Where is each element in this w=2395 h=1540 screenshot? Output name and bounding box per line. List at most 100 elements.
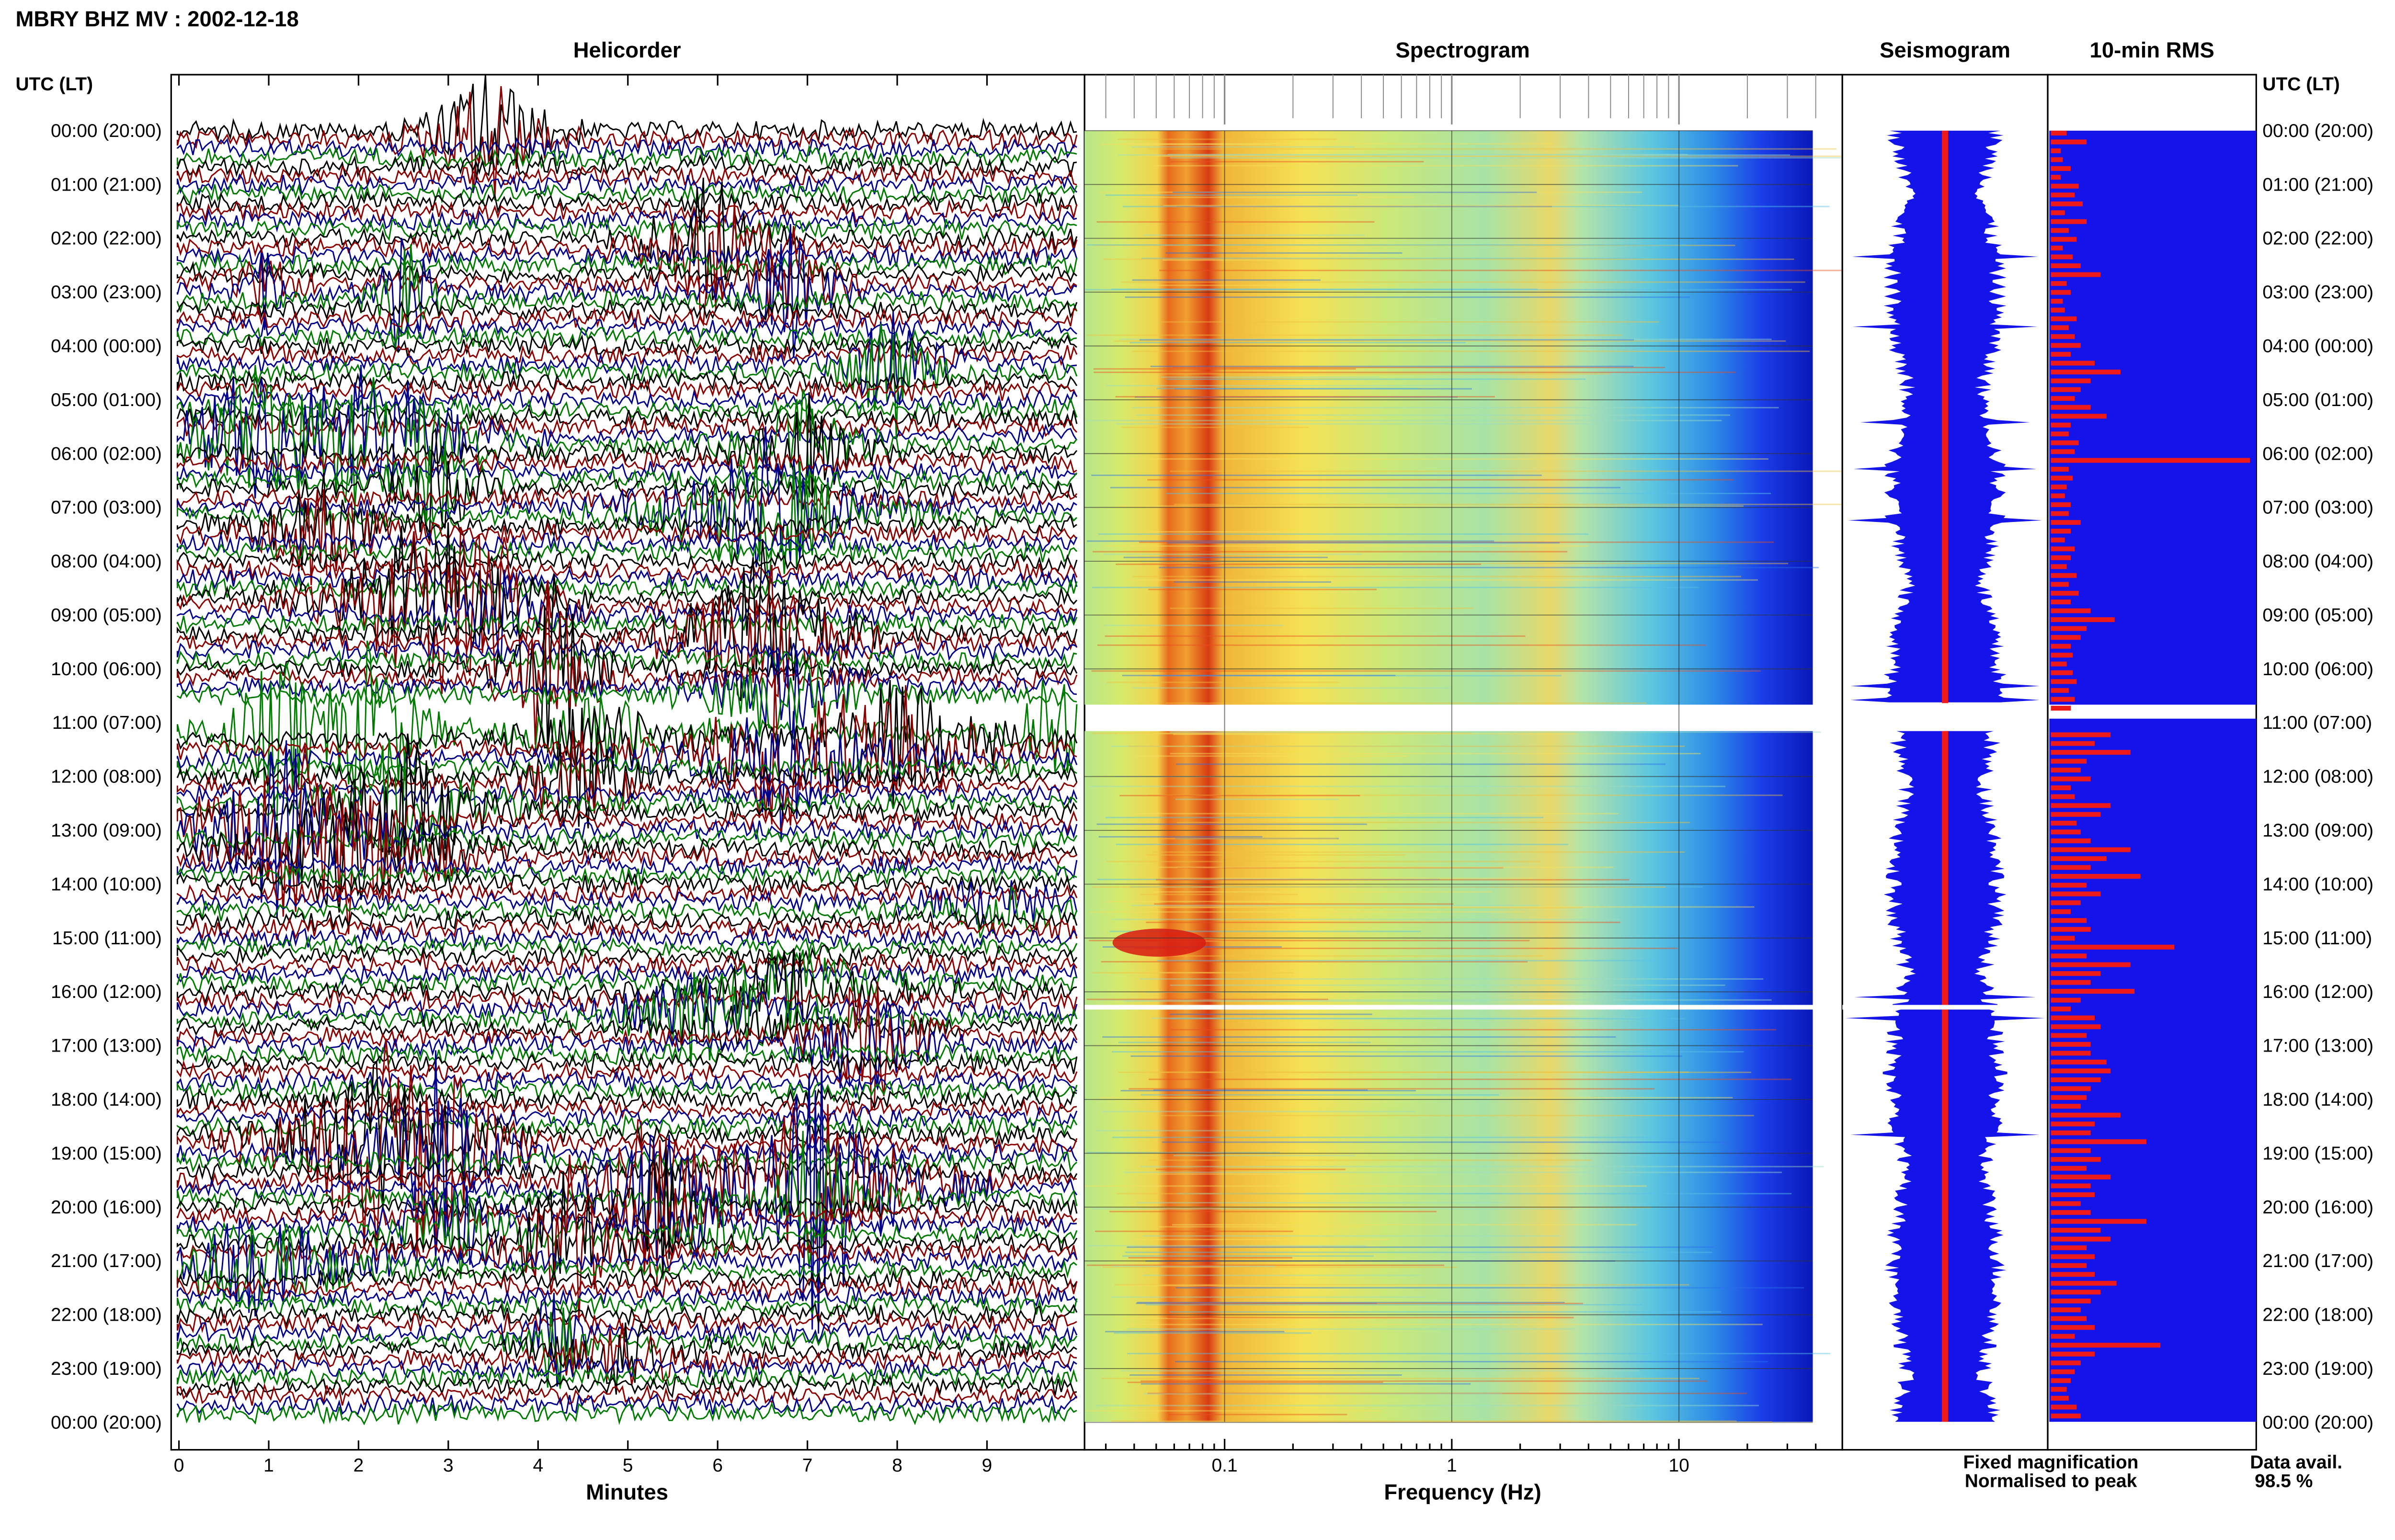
seismogram-gap-line (1842, 1005, 2048, 1010)
rms-bar (2051, 1015, 2095, 1020)
spectrogram-texture-stripe (1139, 339, 1634, 341)
rms-bar (2051, 263, 2081, 269)
spectrogram-texture-stripe (1119, 284, 1396, 286)
spectrogram-texture-stripe (1132, 687, 1450, 689)
rms-bar (2051, 1378, 2071, 1383)
spectrogram-texture-stripe (1173, 1155, 1356, 1156)
helicorder-trace-line (176, 779, 1078, 913)
rms-bar (2051, 971, 2101, 976)
spectrogram-texture-stripe (1096, 221, 1375, 223)
helicorder-tick-label: 8 (892, 1455, 902, 1476)
spectrogram-texture-stripe (1149, 1078, 1792, 1080)
helicorder-trace-line (176, 550, 1078, 574)
seismogram-panel (1841, 74, 2049, 1451)
helicorder-trace-line (176, 153, 1077, 179)
rms-bar (2051, 803, 2111, 808)
spectrogram-texture-stripe (1096, 823, 1367, 825)
helicorder-trace-line (176, 207, 1077, 233)
spectrogram-texture-stripe (1134, 396, 1458, 398)
legend-fixed-magnification: Fixed magnification (1963, 1452, 2139, 1473)
rms-bar (2051, 653, 2073, 658)
spectrogram-texture-stripe (1086, 419, 1722, 421)
rms-bar (2051, 1033, 2087, 1038)
spectrogram-title: Spectrogram (1395, 38, 1529, 62)
rms-bar (2051, 281, 2067, 286)
time-label-left: 00:00 (20:00) (51, 121, 162, 141)
time-label-right: 06:00 (02:00) (2262, 443, 2373, 464)
rms-bar (2051, 1316, 2087, 1321)
time-label-left: 01:00 (21:00) (51, 174, 162, 195)
seismogram-normalised-trace (1942, 731, 1949, 1422)
spectrogram-texture-stripe (1147, 1393, 1747, 1394)
rms-bar (2051, 865, 2091, 870)
time-label-right: 10:00 (06:00) (2262, 659, 2373, 679)
spectrogram-texture-stripe (1092, 551, 1568, 553)
helicorder-trace-line (176, 1275, 1078, 1301)
helicorder-trace-line (176, 396, 1078, 421)
time-label-left: 18:00 (14:00) (51, 1089, 162, 1110)
rms-bar (2051, 449, 2075, 454)
spectrogram-texture-stripe (1170, 470, 1848, 472)
spectrogram-texture-stripe (1111, 1296, 1426, 1298)
rms-bar (2051, 325, 2069, 330)
spectrogram-texture-stripe (1087, 244, 1687, 246)
spectrogram-texture-stripe (1143, 234, 1365, 236)
spectrogram-texture-stripe (1116, 423, 1596, 425)
spectrogram-texture-stripe (1158, 373, 1610, 375)
rms-bar (2051, 1351, 2095, 1357)
spectrogram-texture-stripe (1084, 289, 1792, 291)
time-label-left: 23:00 (19:00) (51, 1359, 162, 1379)
helicorder-trace-line (176, 708, 1078, 828)
data-availability-value: 98.5 % (2255, 1471, 2313, 1492)
rms-bar (2051, 466, 2069, 472)
spectrogram-texture-stripe (1175, 838, 1339, 839)
helicorder-trace-line (176, 307, 1077, 331)
rms-bar (2051, 732, 2111, 737)
rms-title: 10-min RMS (2090, 38, 2214, 62)
rms-bar (2051, 546, 2075, 552)
rms-bar (2051, 1183, 2091, 1189)
rms-bar (2051, 573, 2077, 578)
helicorder-trace-line (176, 854, 1078, 879)
seismogram-normalised-trace (1942, 130, 1949, 703)
helicorder-trace-line (176, 1185, 1077, 1265)
spectrogram-texture-stripe (1158, 838, 1337, 839)
rms-bar (2051, 458, 2250, 463)
rms-bar (2051, 228, 2069, 233)
spectrogram-texture-stripe (1162, 155, 1856, 157)
rms-bar (2051, 511, 2069, 516)
helicorder-trace-line (176, 191, 1078, 214)
rms-bar (2051, 1254, 2095, 1259)
spectrogram-texture-stripe (1141, 258, 1645, 260)
rms-bar (2051, 1166, 2087, 1171)
spectrogram-texture-stripe (1122, 205, 1830, 207)
time-label-right: 12:00 (08:00) (2262, 767, 2373, 787)
spectrogram-texture-stripe (1165, 493, 1771, 495)
rms-bar (2051, 608, 2091, 613)
spectrogram-texture-stripe (1170, 157, 1873, 159)
rms-bar (2051, 856, 2107, 861)
spectrogram-texture-stripe (1104, 624, 1283, 626)
rms-bar (2051, 1068, 2111, 1074)
rms-bar (2051, 1024, 2101, 1030)
spectrogram-texture-stripe (1132, 279, 1321, 281)
time-label-right: 14:00 (10:00) (2262, 874, 2373, 895)
spectrogram-texture-stripe (1172, 1224, 1637, 1226)
spectrogram-texture-stripe (1146, 921, 1620, 923)
rms-bar (2051, 891, 2101, 896)
rms-bar (2051, 139, 2087, 145)
spectrogram-texture-stripe (1104, 258, 1794, 260)
spectrogram-texture-stripe (1147, 955, 1543, 957)
spectrogram-texture-stripe (1146, 854, 1405, 856)
spectrogram-heatmap-upper (1084, 130, 1813, 705)
spectrogram-texture-stripe (1152, 675, 1562, 677)
spectrogram-texture-stripe (1147, 479, 1734, 481)
rms-bar (2051, 918, 2087, 923)
helicorder-trace-line (176, 540, 1078, 565)
helicorder-tick-label: 9 (982, 1455, 992, 1476)
rms-bar (2051, 369, 2121, 374)
rms-bar (2051, 997, 2081, 1003)
spectrogram-texture-stripe (1153, 891, 1493, 893)
helicorder-trace-line (176, 253, 1078, 277)
spectrogram-texture-stripe (1086, 1152, 1280, 1154)
